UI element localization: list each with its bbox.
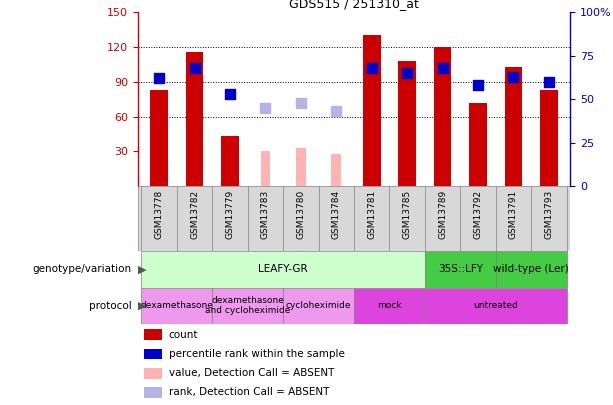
Text: GSM13783: GSM13783 (261, 190, 270, 239)
Text: GSM13793: GSM13793 (544, 190, 554, 239)
Point (402, 70, 412, 77)
Bar (354, 288, 425, 324)
Bar (425, 288, 566, 324)
Point (438, 65, 447, 71)
Bar (221, 136, 239, 186)
Text: percentile rank within the sample: percentile rank within the sample (169, 349, 345, 359)
Text: ▶: ▶ (138, 264, 147, 274)
Text: cycloheximide: cycloheximide (286, 301, 351, 310)
Point (367, 65, 376, 71)
Point (154, 75, 164, 81)
Point (332, 108, 341, 115)
Text: GSM13785: GSM13785 (403, 190, 412, 239)
Bar (363, 35, 381, 186)
Text: GSM13791: GSM13791 (509, 190, 518, 239)
Text: GSM13792: GSM13792 (473, 190, 482, 239)
Text: mock: mock (377, 301, 402, 310)
Bar (145, 387, 162, 398)
Bar (469, 103, 487, 186)
Text: protocol: protocol (89, 301, 132, 311)
Bar (283, 288, 354, 324)
Text: wild-type (Ler): wild-type (Ler) (493, 264, 569, 274)
Bar (145, 329, 162, 340)
Text: GSM13779: GSM13779 (226, 190, 235, 239)
Point (473, 82, 483, 89)
Text: GSM13789: GSM13789 (438, 190, 447, 239)
Text: count: count (169, 330, 198, 340)
Bar (145, 349, 162, 359)
Text: GSM13781: GSM13781 (367, 190, 376, 239)
Bar (261, 151, 270, 186)
Bar (142, 251, 425, 288)
Point (261, 105, 270, 111)
Bar (540, 90, 558, 186)
Bar (142, 288, 212, 324)
Bar (332, 154, 341, 186)
Bar (186, 51, 204, 186)
Point (189, 65, 199, 71)
Title: GDS515 / 251310_at: GDS515 / 251310_at (289, 0, 419, 10)
Point (225, 91, 235, 97)
Bar (145, 368, 162, 379)
Point (544, 79, 554, 85)
Bar (425, 251, 496, 288)
Text: ▶: ▶ (138, 301, 147, 311)
Text: untreated: untreated (473, 301, 518, 310)
Bar (150, 90, 168, 186)
Bar (398, 61, 416, 186)
Bar (296, 148, 306, 186)
Point (509, 73, 519, 80)
Bar (434, 47, 451, 186)
Bar (212, 288, 283, 324)
Text: value, Detection Call = ABSENT: value, Detection Call = ABSENT (169, 368, 334, 378)
Text: dexamethasone
and cycloheximide: dexamethasone and cycloheximide (205, 296, 291, 315)
Point (296, 100, 306, 106)
Text: GSM13782: GSM13782 (190, 190, 199, 239)
Text: GSM13784: GSM13784 (332, 190, 341, 239)
Text: LEAFY-GR: LEAFY-GR (258, 264, 308, 274)
Text: 35S::LFY: 35S::LFY (438, 264, 483, 274)
Bar (504, 67, 522, 186)
Text: rank, Detection Call = ABSENT: rank, Detection Call = ABSENT (169, 388, 329, 397)
Text: genotype/variation: genotype/variation (32, 264, 132, 274)
Text: GSM13778: GSM13778 (154, 190, 164, 239)
Text: dexamethasone: dexamethasone (140, 301, 213, 310)
Bar (496, 251, 566, 288)
Text: GSM13780: GSM13780 (296, 190, 305, 239)
